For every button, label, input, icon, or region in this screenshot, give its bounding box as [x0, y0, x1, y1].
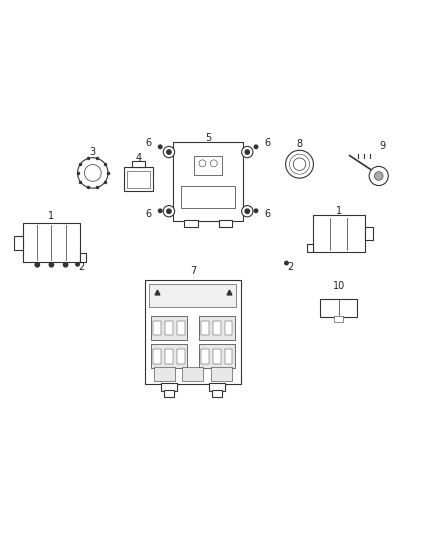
FancyBboxPatch shape [213, 321, 221, 335]
FancyBboxPatch shape [201, 321, 209, 335]
Text: 4: 4 [135, 152, 141, 163]
FancyBboxPatch shape [365, 228, 373, 240]
FancyBboxPatch shape [225, 349, 233, 364]
Circle shape [242, 147, 253, 158]
FancyBboxPatch shape [153, 349, 161, 364]
Text: 5: 5 [205, 133, 211, 143]
FancyBboxPatch shape [164, 390, 174, 397]
FancyBboxPatch shape [145, 279, 241, 384]
Text: 6: 6 [265, 139, 271, 148]
Text: 6: 6 [145, 139, 152, 148]
FancyBboxPatch shape [313, 215, 365, 252]
Text: 7: 7 [190, 266, 196, 276]
FancyBboxPatch shape [23, 223, 80, 262]
Circle shape [159, 209, 162, 213]
Circle shape [159, 145, 162, 149]
Circle shape [245, 209, 250, 213]
Circle shape [64, 263, 68, 267]
Text: 2: 2 [287, 262, 293, 271]
FancyBboxPatch shape [225, 321, 233, 335]
FancyBboxPatch shape [201, 349, 209, 364]
Circle shape [49, 263, 53, 267]
Circle shape [78, 158, 108, 188]
Text: 10: 10 [332, 281, 345, 291]
Text: 8: 8 [297, 139, 303, 149]
FancyBboxPatch shape [307, 244, 313, 252]
Circle shape [285, 261, 288, 265]
Circle shape [245, 150, 250, 154]
FancyBboxPatch shape [154, 367, 175, 381]
FancyBboxPatch shape [213, 349, 221, 364]
FancyBboxPatch shape [183, 367, 203, 381]
FancyBboxPatch shape [131, 160, 145, 167]
Text: 6: 6 [265, 209, 271, 219]
Circle shape [254, 209, 258, 213]
Circle shape [163, 206, 175, 217]
FancyBboxPatch shape [212, 390, 222, 397]
Circle shape [374, 172, 383, 180]
FancyBboxPatch shape [334, 316, 343, 322]
Text: 3: 3 [90, 147, 96, 157]
FancyBboxPatch shape [211, 367, 232, 381]
FancyBboxPatch shape [124, 167, 152, 191]
Circle shape [167, 209, 171, 213]
FancyBboxPatch shape [149, 284, 237, 306]
FancyBboxPatch shape [177, 349, 185, 364]
FancyBboxPatch shape [181, 186, 235, 208]
Circle shape [369, 166, 389, 185]
FancyBboxPatch shape [184, 220, 198, 227]
FancyBboxPatch shape [151, 316, 187, 340]
Circle shape [293, 158, 306, 171]
FancyBboxPatch shape [219, 220, 233, 227]
Text: 6: 6 [145, 209, 152, 219]
FancyBboxPatch shape [80, 253, 86, 262]
FancyBboxPatch shape [151, 344, 187, 368]
FancyBboxPatch shape [320, 298, 357, 317]
Text: 2: 2 [78, 262, 84, 272]
FancyBboxPatch shape [177, 321, 185, 335]
Circle shape [85, 165, 101, 181]
Circle shape [167, 150, 171, 154]
FancyBboxPatch shape [14, 236, 23, 249]
Text: 1: 1 [336, 206, 342, 216]
Text: 9: 9 [379, 141, 385, 150]
Circle shape [35, 263, 39, 267]
Circle shape [286, 150, 314, 178]
FancyBboxPatch shape [209, 383, 225, 391]
FancyBboxPatch shape [153, 321, 161, 335]
Circle shape [76, 263, 79, 266]
Circle shape [210, 160, 217, 167]
FancyBboxPatch shape [165, 321, 173, 335]
FancyBboxPatch shape [127, 171, 150, 188]
FancyBboxPatch shape [165, 349, 173, 364]
Circle shape [254, 145, 258, 149]
FancyBboxPatch shape [198, 316, 235, 340]
FancyBboxPatch shape [161, 383, 177, 391]
Circle shape [242, 206, 253, 217]
FancyBboxPatch shape [194, 156, 222, 175]
Text: 1: 1 [48, 212, 54, 221]
Circle shape [163, 147, 175, 158]
Circle shape [199, 160, 206, 167]
FancyBboxPatch shape [173, 142, 243, 221]
FancyBboxPatch shape [198, 344, 235, 368]
